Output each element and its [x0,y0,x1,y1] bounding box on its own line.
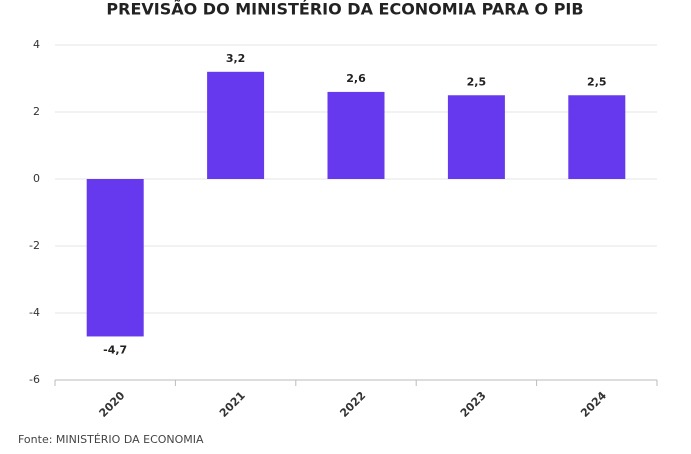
value-label: 3,2 [226,52,246,65]
chart-title: PREVISÃO DO MINISTÉRIO DA ECONOMIA PARA … [106,0,583,19]
y-tick-label: 4 [33,38,40,51]
bar [447,95,505,179]
bar [327,91,385,179]
bar [568,95,626,179]
x-tick-label: 2020 [97,389,128,420]
source: Fonte: MINISTÉRIO DA ECONOMIA [18,433,204,446]
x-tick-label: 2024 [578,389,609,420]
x-tick-label: 2022 [337,389,368,420]
value-label: -4,7 [103,343,127,356]
y-tick-label: -4 [29,306,40,319]
x-tick-label: 2023 [458,389,489,420]
value-label: 2,5 [467,75,487,88]
y-tick-label: -2 [29,239,40,252]
y-tick-label: 0 [33,172,40,185]
value-label: 2,5 [587,75,607,88]
bar [207,71,265,179]
x-tick-label: 2021 [217,389,248,420]
value-label: 2,6 [346,72,366,85]
y-tick-label: -6 [29,373,40,386]
bar [86,179,144,337]
y-tick-label: 2 [33,105,40,118]
